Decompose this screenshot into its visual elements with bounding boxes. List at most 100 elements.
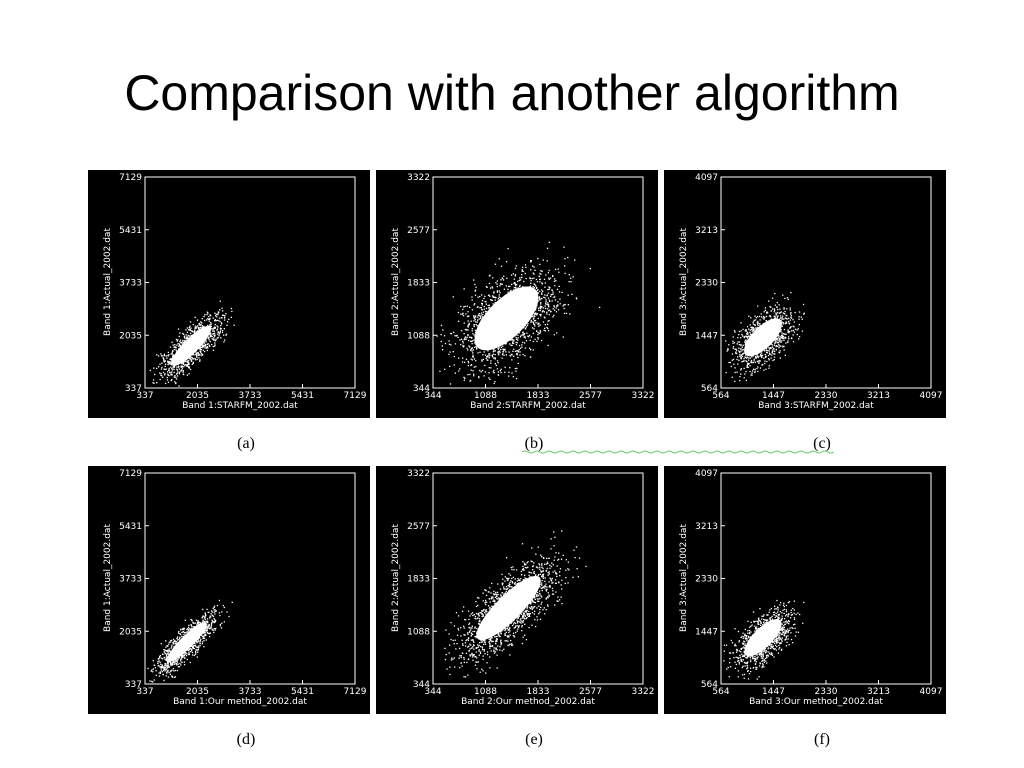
point (484, 295, 486, 297)
point (462, 346, 464, 348)
point (495, 297, 497, 299)
point (169, 661, 171, 663)
point (519, 619, 521, 621)
x-tick-label: 2035 (186, 687, 209, 697)
point (534, 315, 536, 317)
point (523, 569, 525, 571)
point (518, 349, 520, 351)
point (209, 345, 211, 348)
point (167, 666, 169, 669)
point (544, 327, 546, 329)
point (742, 352, 744, 355)
point (466, 632, 469, 634)
point (492, 277, 494, 279)
point (488, 372, 490, 374)
point (472, 354, 474, 356)
point (743, 352, 745, 354)
point (548, 286, 550, 288)
point (515, 622, 517, 624)
point (559, 568, 562, 570)
point (473, 334, 475, 336)
point (537, 546, 539, 548)
point (514, 284, 517, 286)
point (504, 343, 506, 345)
point (487, 294, 490, 296)
point (534, 338, 536, 340)
point (760, 352, 763, 354)
point (548, 278, 550, 280)
point (779, 357, 781, 359)
point (474, 315, 477, 317)
point (732, 340, 734, 342)
point (170, 641, 172, 643)
point (751, 372, 753, 374)
point (199, 640, 201, 642)
point (739, 351, 741, 353)
point (514, 267, 517, 270)
point (478, 314, 480, 316)
point (208, 337, 210, 339)
point (748, 359, 750, 361)
point (734, 380, 736, 383)
point (730, 365, 732, 368)
point (175, 663, 178, 665)
point (509, 643, 511, 645)
y-axis-label: Band 1:Actual_2002.dat (103, 228, 113, 336)
point (534, 269, 536, 271)
point (181, 369, 183, 371)
point (186, 337, 188, 340)
point (152, 660, 154, 662)
point (186, 336, 188, 338)
point (204, 615, 206, 618)
point (196, 352, 198, 354)
point (521, 344, 523, 346)
point (507, 640, 509, 642)
point (193, 647, 195, 650)
point (538, 598, 540, 600)
point (743, 377, 745, 379)
point (220, 325, 222, 327)
point (545, 609, 547, 611)
point (168, 641, 170, 643)
point (485, 610, 487, 613)
point (221, 307, 223, 309)
x-tick-label: 4097 (920, 391, 943, 401)
point (171, 352, 173, 355)
point (474, 303, 476, 305)
point (208, 339, 210, 341)
point (790, 316, 792, 318)
point (522, 614, 524, 616)
point (471, 359, 473, 361)
point (508, 644, 510, 646)
point (207, 632, 209, 635)
point (526, 562, 528, 564)
point (165, 664, 167, 667)
point (768, 352, 771, 354)
point (493, 372, 495, 374)
point (496, 290, 498, 292)
point (513, 340, 515, 342)
point (567, 304, 569, 306)
point-cloud (147, 599, 233, 683)
point (193, 354, 195, 356)
point (477, 613, 479, 616)
point (559, 303, 561, 305)
x-tick-label: 337 (136, 391, 153, 401)
point (216, 328, 219, 330)
point (746, 333, 748, 335)
point (184, 336, 186, 338)
point (213, 631, 215, 634)
point (757, 324, 759, 327)
point (501, 573, 503, 575)
point (535, 285, 537, 287)
point (471, 330, 473, 332)
point (188, 367, 191, 369)
point (552, 291, 554, 293)
point (534, 610, 536, 612)
point (522, 270, 524, 272)
point (519, 336, 522, 338)
point (539, 305, 541, 307)
point (779, 340, 781, 343)
point (173, 349, 175, 351)
point (508, 586, 511, 588)
